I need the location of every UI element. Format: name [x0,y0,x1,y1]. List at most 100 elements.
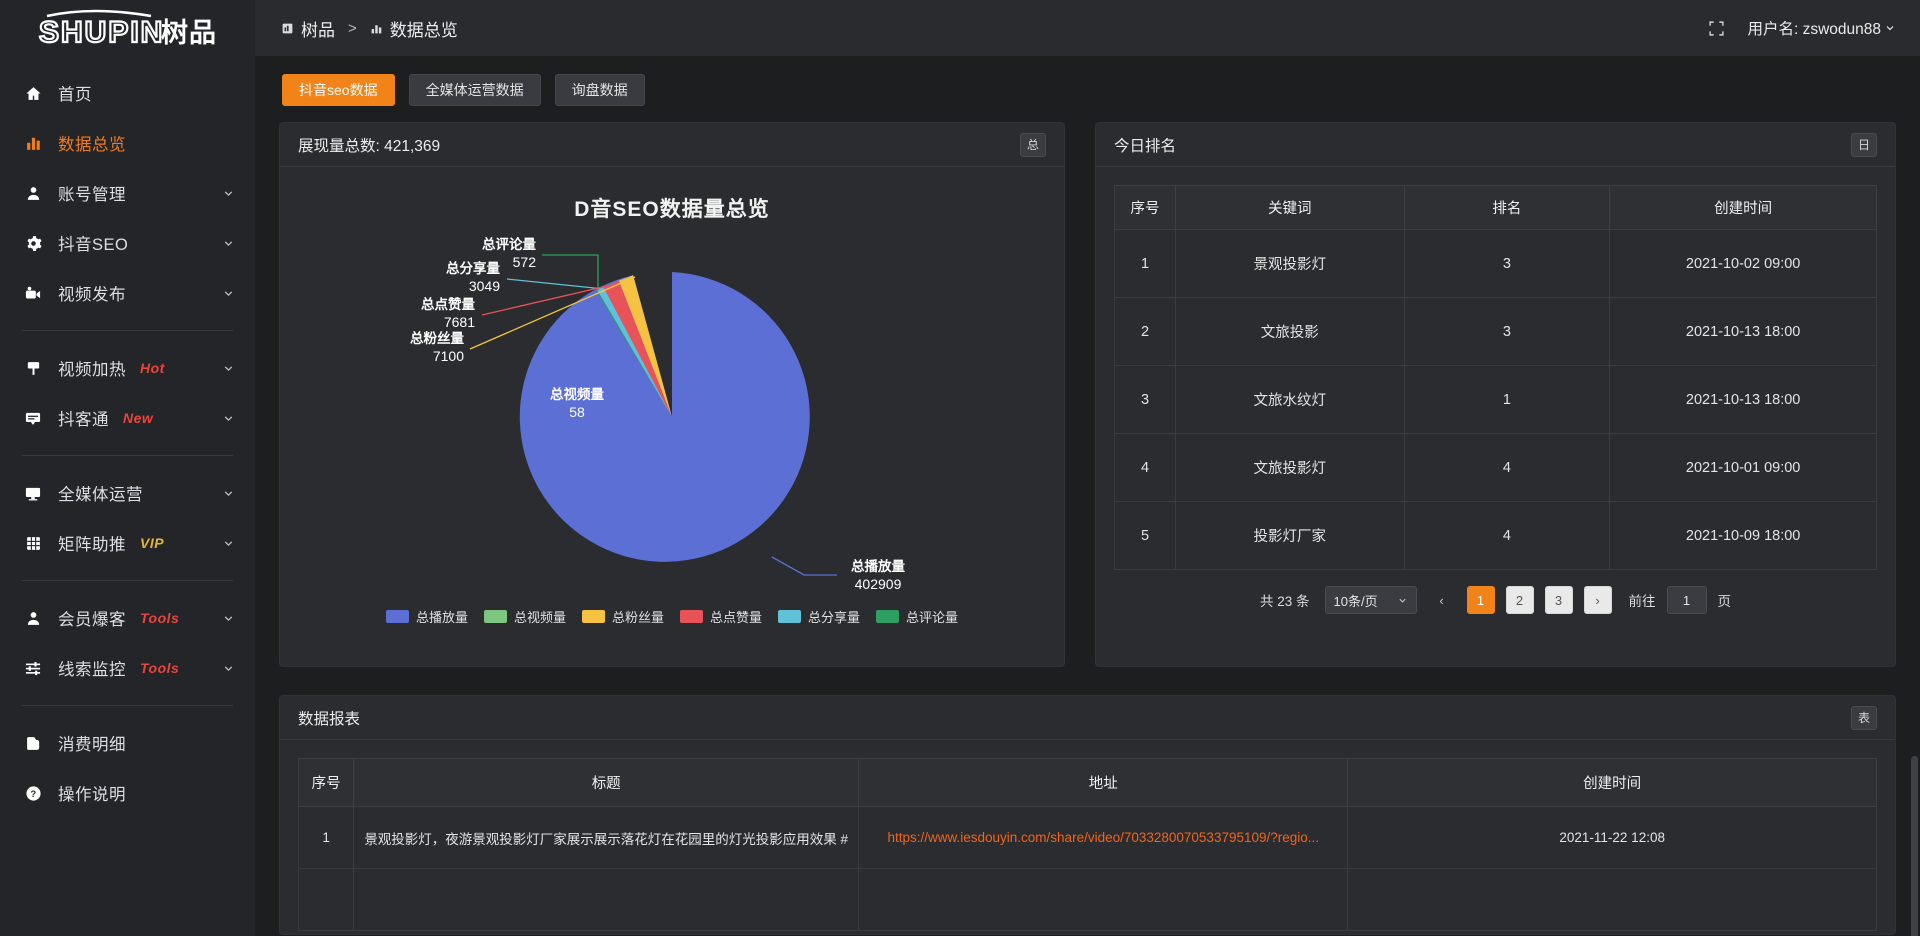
report-card-header: 数据报表 表 [280,696,1895,740]
pie-label-likes-name: 总点赞量 [421,296,475,312]
table-row[interactable]: 4 文旅投影灯 4 2021-10-01 09:00 [1114,433,1877,502]
rank-card-title: 今日排名 [1114,137,1177,155]
cell-created [1347,868,1877,931]
col-rank: 排名 [1403,185,1611,230]
pie-slice-fans[interactable] [618,275,672,417]
sidebar-item-label: 线索监控 [58,661,126,679]
sidebar-item-instructions[interactable]: ? 操作说明 [0,768,255,818]
sidebar-item-member-boost[interactable]: 会员爆客 Tools [0,593,255,643]
legend-label: 总视频量 [513,610,566,625]
video-upload-icon [22,283,44,303]
tab-douyin-seo[interactable]: 抖音seo数据 [282,74,395,106]
tab-inquiry[interactable]: 询盘数据 [554,74,645,106]
cell-address[interactable]: https://www.iesdouyin.com/share/video/70… [858,806,1349,869]
page-size-select[interactable]: 10条/页 [1324,586,1417,614]
legend-item-plays[interactable]: 总播放量 [385,607,468,626]
cell-address[interactable] [858,868,1349,931]
table-row[interactable] [297,868,1877,931]
chevron-down-icon[interactable] [222,412,235,425]
legend-item-fans[interactable]: 总粉丝量 [581,607,664,626]
pie-slice-plays[interactable] [519,272,810,562]
sidebar-item-home[interactable]: 首页 [0,68,255,118]
chevron-down-icon[interactable] [222,662,235,675]
sidebar-item-account-management[interactable]: 账号管理 [0,168,255,218]
sidebar-item-douyin-seo[interactable]: 抖音SEO [0,218,255,268]
video-link[interactable]: https://www.iesdouyin.com/share/video/70… [887,830,1320,845]
top-row: 展现量总数: 421,369 总 D音SEO数据量总览 [279,122,1896,667]
chevron-down-icon[interactable] [222,362,235,375]
pagination-page-3[interactable]: 3 [1544,586,1573,614]
rank-card-day-toggle[interactable]: 日 [1851,132,1877,157]
fullscreen-icon[interactable] [1708,20,1725,37]
report-card-table-toggle[interactable]: 表 [1851,705,1877,730]
sidebar-badge-hot: Hot [140,360,165,376]
legend-item-comments[interactable]: 总评论量 [876,607,958,626]
cell-title: 景观投影灯，夜游景观投影灯厂家展示展示落花灯在花园里的灯光投影应用效果 # [353,806,860,869]
cell-index: 1 [1114,229,1176,298]
data-source-tabs: 抖音seo数据 全媒体运营数据 询盘数据 [279,56,1896,122]
pie-slice-likes[interactable] [603,280,672,417]
dashboard-square-icon [281,22,294,35]
table-row[interactable]: 2 文旅投影 3 2021-10-13 18:00 [1114,297,1877,366]
breadcrumb-separator: > [348,19,357,37]
legend-item-videos[interactable]: 总视频量 [483,607,566,626]
sidebar-item-consumption-detail[interactable]: 消费明细 [0,718,255,768]
pagination-goto-input[interactable] [1666,586,1707,614]
data-report-card: 数据报表 表 序号 标题 地址 创建时间 [279,695,1896,935]
bar-chart-icon [22,133,44,153]
legend-label: 总分享量 [808,610,861,625]
sidebar-item-lead-monitor[interactable]: 线索监控 Tools [0,643,255,693]
pie-label-likes-value: 7681 [444,314,475,330]
svg-text:SHUPIN: SHUPIN [39,16,164,49]
cell-keyword: 文旅投影 [1174,297,1405,366]
svg-text:树品: 树品 [161,18,217,48]
table-header-row: 序号 关键词 排名 创建时间 [1114,185,1877,230]
cell-rank: 4 [1403,433,1611,502]
legend-item-likes[interactable]: 总点赞量 [680,607,762,626]
sidebar-item-video-boost[interactable]: 视频加热 Hot [0,343,255,393]
cell-rank: 1 [1403,365,1611,434]
vertical-scrollbar[interactable] [1911,756,1918,936]
sidebar-item-data-overview[interactable]: 数据总览 [0,118,255,168]
pie-card-total-toggle[interactable]: 总 [1020,132,1046,157]
sidebar-item-douketong[interactable]: 抖客通 New [0,393,255,443]
sidebar-item-label: 抖客通 [58,411,109,429]
report-table: 序号 标题 地址 创建时间 1 景观投影灯，夜游景观投影灯厂家展示展示落花灯在花… [297,758,1877,931]
cell-created: 2021-10-13 18:00 [1609,297,1877,366]
pagination-goto-label: 前往 [1628,594,1656,609]
sidebar-item-video-publish[interactable]: 视频发布 [0,268,255,318]
table-row[interactable]: 3 文旅水纹灯 1 2021-10-13 18:00 [1114,365,1877,434]
chevron-down-icon[interactable] [222,237,235,250]
pagination-page-1[interactable]: 1 [1466,586,1495,614]
chevron-down-icon[interactable] [222,537,235,550]
pagination-prev[interactable]: ‹ [1439,592,1444,608]
page-size-value: 10条/页 [1333,593,1378,609]
pie-label-comments-name: 总评论量 [482,236,536,252]
sidebar-divider [22,330,233,331]
table-row[interactable]: 5 投影灯厂家 4 2021-10-09 18:00 [1114,501,1877,570]
chevron-down-icon[interactable] [222,287,235,300]
breadcrumb-current: 数据总览 [389,20,458,40]
sidebar-item-matrix-boost[interactable]: 矩阵助推 VIP [0,518,255,568]
table-row[interactable]: 1 景观投影灯 3 2021-10-02 09:00 [1114,229,1877,298]
chevron-down-icon[interactable] [222,187,235,200]
tab-omnimedia-ops[interactable]: 全媒体运营数据 [408,74,541,106]
sidebar-item-omnimedia[interactable]: 全媒体运营 [0,468,255,518]
question-icon: ? [22,783,44,803]
brand-logo[interactable]: SHUPIN 树品 [0,0,255,56]
table-row[interactable]: 1 景观投影灯，夜游景观投影灯厂家展示展示落花灯在花园里的灯光投影应用效果 # … [297,806,1877,869]
breadcrumb-root[interactable]: 树品 [301,20,335,40]
pagination-next[interactable]: › [1583,586,1612,614]
chevron-down-icon[interactable] [222,487,235,500]
chevron-down-icon[interactable] [222,612,235,625]
legend-item-shares[interactable]: 总分享量 [778,607,860,626]
rank-card-header: 今日排名 日 [1096,123,1895,167]
rank-card-body: 序号 关键词 排名 创建时间 1 景观投影灯 3 [1096,167,1895,666]
pie-slice-comments[interactable] [596,290,672,417]
leader-line-comments [542,254,599,289]
sidebar-item-label: 全媒体运营 [58,486,143,504]
pie-label-plays-name: 总播放量 [851,558,905,574]
pagination-page-2[interactable]: 2 [1505,586,1534,614]
user-menu[interactable]: 用户名: zswodun88 [1747,17,1896,39]
pie-slice-shares[interactable] [597,287,672,417]
